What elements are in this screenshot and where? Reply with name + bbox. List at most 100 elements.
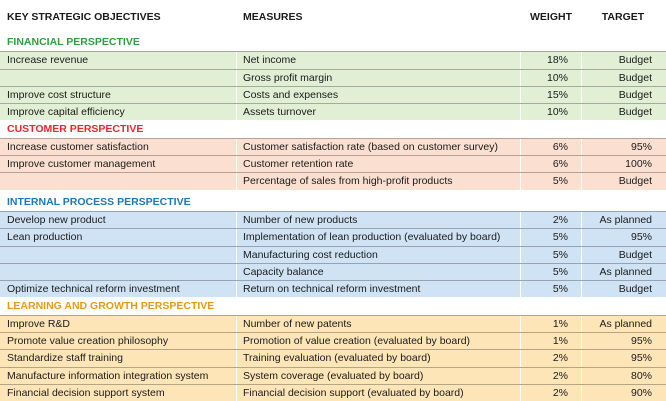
column-divider xyxy=(520,86,521,104)
column-divider xyxy=(581,246,582,263)
measure-cell: Implementation of lean production (evalu… xyxy=(243,231,501,244)
col-header-weight: WEIGHT xyxy=(530,11,572,23)
column-divider xyxy=(236,86,237,104)
target-cell: Budget xyxy=(618,248,652,261)
weight-cell: 2% xyxy=(552,352,568,365)
target-cell: Budget xyxy=(618,175,652,188)
column-divider xyxy=(236,281,237,298)
table-row: Develop new product Number of new product… xyxy=(0,211,666,229)
objective-cell: Improve capital efficiency xyxy=(7,106,125,119)
measure-cell: Return on technical reform investment xyxy=(243,283,421,296)
objective-cell: Financial decision support system xyxy=(7,387,165,399)
target-cell: As planned xyxy=(599,214,652,226)
table-row: Financial decision support system Financi… xyxy=(0,384,666,401)
measure-cell: Financial decision support (evaluated by… xyxy=(243,387,464,399)
table-row: Improve cost structure Costs and expenses… xyxy=(0,85,666,104)
table-row: Increase customer satisfaction Customer s… xyxy=(0,137,666,156)
weight-cell: 6% xyxy=(552,158,568,171)
col-header-measures: MEASURES xyxy=(243,11,303,23)
column-divider xyxy=(236,263,237,281)
objective-cell: Improve R&D xyxy=(7,317,71,330)
column-divider xyxy=(581,350,582,367)
weight-cell: 6% xyxy=(552,140,568,153)
target-cell: 95% xyxy=(630,335,652,348)
weight-cell: 1% xyxy=(552,335,568,348)
table-row: Percentage of sales from high-profit pro… xyxy=(0,172,666,190)
target-cell: Budget xyxy=(618,71,652,84)
column-divider xyxy=(581,86,582,104)
weight-cell: 15% xyxy=(546,88,568,101)
target-cell: 95% xyxy=(630,231,652,244)
weight-cell: 5% xyxy=(552,175,568,188)
objective-cell: Lean production xyxy=(7,231,83,244)
column-divider xyxy=(520,212,521,229)
target-cell: 100% xyxy=(625,158,652,171)
weight-cell: 5% xyxy=(552,248,568,261)
objective-cell: Improve cost structure xyxy=(7,88,111,101)
target-cell: Budget xyxy=(618,106,652,119)
table-row: Improve R&D Number of new patents 1% As pla… xyxy=(0,314,666,333)
weight-cell: 18% xyxy=(546,54,568,67)
column-divider xyxy=(520,229,521,246)
weight-cell: 5% xyxy=(552,283,568,296)
section-header: FINANCIAL PERSPECTIVE xyxy=(0,34,666,51)
column-divider xyxy=(236,173,237,190)
column-divider xyxy=(581,333,582,350)
column-divider xyxy=(236,69,237,86)
column-divider xyxy=(581,104,582,121)
column-divider xyxy=(236,52,237,69)
weight-cell: 10% xyxy=(546,106,568,119)
column-divider xyxy=(520,350,521,367)
table-row: Standardize staff training Training evalu… xyxy=(0,349,666,367)
weight-cell: 5% xyxy=(552,231,568,244)
column-divider xyxy=(581,367,582,384)
measure-cell: Percentage of sales from high-profit pro… xyxy=(243,175,453,188)
measure-cell: Capacity balance xyxy=(243,265,324,278)
table-row: Improve capital efficiency Assets turnove… xyxy=(0,103,666,121)
column-divider xyxy=(520,281,521,298)
table-row: Manufacture information integration syst… xyxy=(0,366,666,384)
weight-cell: 10% xyxy=(546,71,568,84)
table-row: Lean production Implementation of lean pr… xyxy=(0,228,666,246)
column-divider xyxy=(520,385,521,401)
weight-cell: 5% xyxy=(552,265,568,278)
measure-cell: Number of new patents xyxy=(243,317,352,330)
column-divider xyxy=(581,173,582,190)
objective-cell xyxy=(0,173,236,189)
measure-cell: Gross profit margin xyxy=(243,71,333,84)
objective-cell xyxy=(0,264,236,280)
column-divider xyxy=(581,138,582,156)
column-divider xyxy=(236,104,237,121)
weight-cell: 2% xyxy=(552,214,568,226)
column-divider xyxy=(520,138,521,156)
column-divider xyxy=(520,156,521,173)
column-divider xyxy=(581,385,582,401)
target-cell: 95% xyxy=(630,352,652,365)
weight-cell: 1% xyxy=(552,317,568,330)
objective-cell: Standardize staff training xyxy=(7,352,123,365)
objective-cell: Increase customer satisfaction xyxy=(7,140,149,153)
column-divider xyxy=(520,104,521,121)
table-row: Improve customer management Customer rete… xyxy=(0,155,666,173)
table-row: Optimize technical reform investment Retu… xyxy=(0,280,666,298)
table-row: Promote value creation philosophy Promoti… xyxy=(0,332,666,350)
section-header: LEARNING AND GROWTH PERSPECTIVE xyxy=(0,298,666,315)
measure-cell: Number of new products xyxy=(243,214,358,226)
section-title: FINANCIAL PERSPECTIVE xyxy=(7,36,140,48)
target-cell: As planned xyxy=(599,317,652,330)
table-row: Capacity balance 5% As planned xyxy=(0,262,666,281)
column-divider xyxy=(236,367,237,384)
column-divider xyxy=(520,315,521,333)
measure-cell: Training evaluation (evaluated by board) xyxy=(243,352,431,365)
objective-cell: Manufacture information integration syst… xyxy=(7,369,209,382)
target-cell: 95% xyxy=(630,140,652,153)
column-divider xyxy=(236,333,237,350)
measure-cell: Manufacturing cost reduction xyxy=(243,248,378,261)
column-divider xyxy=(520,173,521,190)
column-divider xyxy=(581,212,582,229)
measure-cell: Net income xyxy=(243,54,297,67)
target-cell: 90% xyxy=(630,387,652,399)
objective-cell: Increase revenue xyxy=(7,54,89,67)
section-title: INTERNAL PROCESS PERSPECTIVE xyxy=(7,195,191,208)
